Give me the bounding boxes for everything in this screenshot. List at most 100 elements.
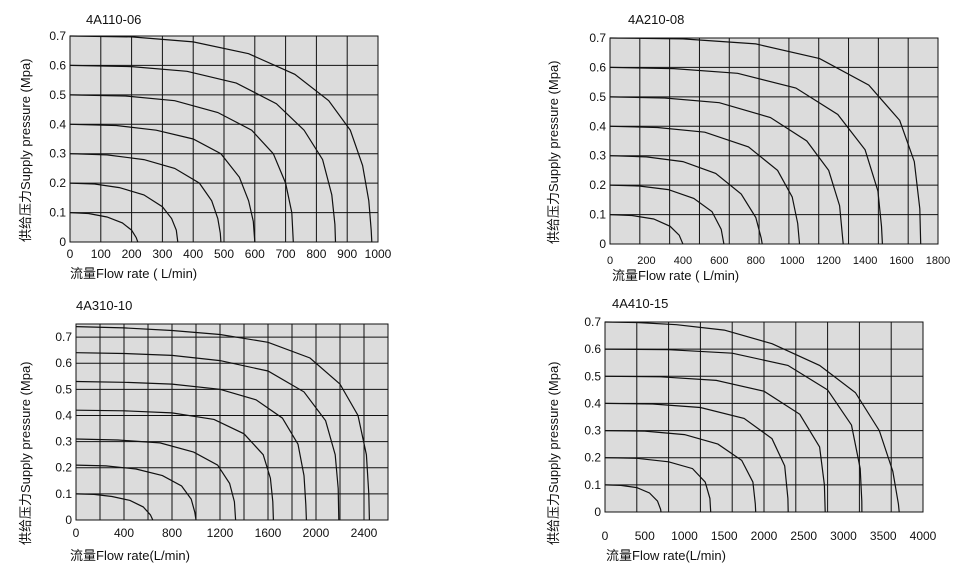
pressure-curve-7: [69, 35, 373, 243]
y-tick-label: 0.3: [589, 149, 606, 163]
y-tick-label: 0.5: [584, 369, 601, 383]
pressure-curve-6: [604, 348, 863, 513]
y-tick-label: 0.4: [49, 117, 66, 131]
x-tick-label: 2500: [790, 529, 817, 543]
y-tick-label: 0.5: [589, 90, 606, 104]
y-tick-labels: 0 0.1 0.2 0.3 0.4 0.5 0.6 0.7: [584, 315, 601, 519]
x-tick-label: 1600: [255, 526, 282, 540]
chart-title: 4A310-10: [76, 298, 132, 313]
y-tick-label: 0.2: [55, 461, 72, 475]
x-tick-label: 800: [306, 247, 326, 261]
x-tick-label: 2000: [303, 526, 330, 540]
x-tick-label: 1200: [207, 526, 234, 540]
y-tick-label: 0.5: [55, 382, 72, 396]
x-tick-label: 500: [214, 247, 234, 261]
x-axis-label: 流量Flow rate ( L/min): [612, 268, 739, 283]
x-tick-label: 300: [152, 247, 172, 261]
x-tick-label: 1600: [889, 255, 913, 267]
pressure-curve-1: [69, 212, 139, 243]
curve-group: [69, 35, 373, 243]
y-tick-label: 0: [599, 237, 606, 251]
x-tick-label: 700: [276, 247, 296, 261]
y-tick-label: 0.6: [584, 342, 601, 356]
y-tick-label: 0.3: [49, 147, 66, 161]
grid-lines: [605, 322, 923, 512]
y-tick-label: 0: [65, 513, 72, 527]
chart-title: 4A110-06: [86, 12, 141, 27]
x-tick-label: 400: [114, 526, 134, 540]
x-tick-label: 800: [747, 255, 765, 267]
pressure-curve-3: [609, 155, 763, 245]
x-tick-label: 400: [674, 255, 692, 267]
x-tick-label: 200: [637, 255, 655, 267]
y-tick-label: 0.1: [49, 206, 66, 220]
curve-group: [75, 326, 370, 521]
x-tick-label: 2400: [351, 526, 378, 540]
x-tick-label: 1000: [365, 247, 392, 261]
pressure-curve-2: [609, 184, 725, 245]
grid-lines: [610, 38, 938, 244]
pressure-curve-2: [69, 182, 179, 243]
x-tick-label: 4000: [910, 529, 937, 543]
y-axis-label: 供给压力Supply pressure (Mpa): [546, 362, 561, 546]
pressure-curve-3: [69, 153, 222, 243]
chart-title: 4A410-15: [612, 296, 668, 311]
y-tick-label: 0.4: [584, 396, 601, 410]
y-tick-label: 0.7: [584, 315, 601, 329]
curve-group: [604, 321, 900, 513]
x-axis-label: 流量Flow rate(L/min): [606, 548, 726, 563]
x-axis-label: 流量Flow rate ( L/min): [70, 266, 197, 281]
chart-panel-4a110-06: 0 100 200 300 400 500 600 700 800 900 1000 0 0.1 0.2…: [18, 12, 392, 281]
x-tick-label: 2000: [751, 529, 778, 543]
y-tick-label: 0.5: [49, 88, 66, 102]
y-axis-label: 供给压力Supply pressure (Mpa): [546, 61, 561, 245]
pressure-curve-6: [609, 66, 883, 245]
x-tick-label: 1400: [853, 255, 877, 267]
y-tick-label: 0.7: [55, 330, 72, 344]
y-tick-label: 0.6: [589, 60, 606, 74]
y-tick-labels: 0 0.1 0.2 0.3 0.4 0.5 0.6 0.7: [49, 29, 66, 249]
x-tick-label: 3000: [830, 529, 857, 543]
pressure-curve-5: [75, 380, 307, 521]
pressure-curve-7: [75, 326, 370, 521]
y-tick-label: 0.6: [55, 356, 72, 370]
x-tick-labels: 0 200 400 600 800 1000 1200 1400 1600 1800: [607, 255, 950, 267]
pressure-curve-3: [604, 430, 757, 513]
pressure-curve-1: [609, 214, 684, 245]
pressure-curve-4: [609, 125, 801, 245]
x-tick-label: 600: [245, 247, 265, 261]
pressure-curve-7: [609, 37, 922, 245]
pressure-curve-3: [75, 438, 237, 521]
pressure-curve-1: [604, 484, 662, 513]
grid-lines: [70, 36, 378, 242]
x-tick-label: 0: [67, 247, 74, 261]
chart-panel-4a210-08: 0 200 400 600 800 1000 1200 1400 1600 1800 0 0.1 0.…: [546, 12, 950, 283]
x-axis-label: 流量Flow rate(L/min): [70, 548, 190, 563]
y-tick-label: 0.2: [584, 451, 601, 465]
x-tick-label: 1500: [711, 529, 738, 543]
y-axis-label: 供给压力Supply pressure (Mpa): [18, 59, 33, 243]
curve-group: [609, 37, 922, 245]
pressure-curve-6: [75, 352, 340, 521]
x-tick-label: 0: [73, 526, 80, 540]
pressure-curve-2: [75, 464, 197, 521]
y-tick-label: 0.6: [49, 58, 66, 72]
y-tick-label: 0.3: [55, 435, 72, 449]
y-tick-label: 0.1: [589, 208, 606, 222]
pressure-curve-4: [75, 409, 274, 521]
y-tick-label: 0.3: [584, 424, 601, 438]
x-tick-label: 600: [710, 255, 728, 267]
chart-panel-4a410-15: 0 500 1000 1500 2000 2500 3000 3500 4000 0 0.1 0.2…: [546, 296, 937, 563]
y-tick-label: 0.2: [589, 178, 606, 192]
y-tick-label: 0.7: [589, 31, 606, 45]
plot-area: [75, 323, 389, 521]
pressure-curve-4: [69, 123, 256, 243]
x-tick-label: 1800: [926, 255, 950, 267]
y-tick-label: 0.7: [49, 29, 66, 43]
y-tick-label: 0: [59, 235, 66, 249]
y-tick-labels: 0 0.1 0.2 0.3 0.4 0.5 0.6 0.7: [55, 330, 72, 527]
y-tick-label: 0.4: [589, 119, 606, 133]
y-axis-label: 供给压力Supply pressure (Mpa): [18, 362, 33, 546]
pressure-curve-5: [69, 94, 294, 243]
